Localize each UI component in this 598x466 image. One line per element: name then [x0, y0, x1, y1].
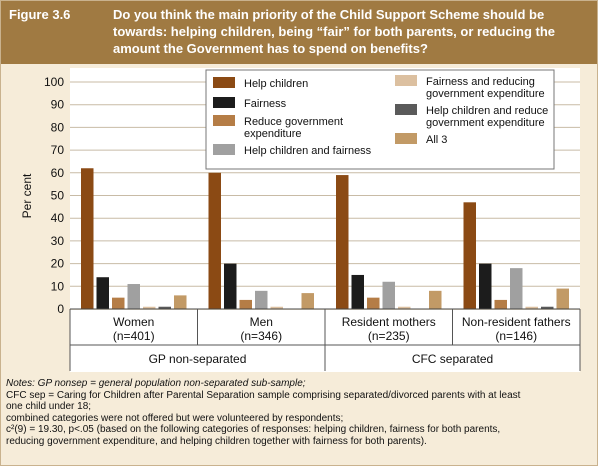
legend-label: Help children [244, 78, 308, 90]
bar [127, 284, 140, 309]
category-label: Non-resident fathers [462, 315, 571, 329]
bar [336, 175, 349, 309]
note-line: combined categories were not offered but… [6, 412, 344, 424]
bar [224, 263, 237, 309]
legend-label: Fairness and reducing [426, 76, 535, 88]
bar [510, 268, 523, 309]
bar [255, 290, 268, 309]
y-tick-label: 40 [51, 211, 65, 225]
bar [556, 288, 569, 309]
category-n: (n=235) [368, 329, 410, 343]
bar [158, 306, 171, 309]
bar [174, 295, 187, 309]
y-tick-label: 0 [57, 302, 64, 316]
bar [351, 274, 364, 309]
legend-swatch [213, 97, 235, 108]
y-tick-label: 30 [51, 234, 65, 248]
legend [205, 69, 555, 170]
legend-label: Help children and fairness [244, 145, 372, 157]
y-tick-label: 10 [51, 279, 65, 293]
bar [429, 290, 442, 309]
figure-label: Figure 3.6 [9, 7, 71, 22]
legend-label: Fairness [244, 98, 287, 110]
bar [541, 306, 554, 309]
bar [143, 306, 156, 309]
legend-label: Help children and reduce [426, 105, 548, 117]
y-tick-label: 70 [51, 143, 65, 157]
legend-label: government expenditure [426, 88, 545, 100]
note-line: c²(9) = 19.30, p<.05 (based on the follo… [6, 424, 501, 436]
legend-label: Reduce government [244, 116, 343, 128]
legend-swatch [395, 75, 417, 86]
y-tick-label: 90 [51, 98, 65, 112]
legend-swatch [395, 133, 417, 144]
bar [398, 306, 411, 309]
bar [463, 202, 476, 309]
bar [208, 172, 221, 309]
group-label: CFC separated [412, 352, 493, 366]
category-n: (n=346) [240, 329, 282, 343]
category-label: Resident mothers [342, 315, 436, 329]
legend-swatch [395, 104, 417, 115]
legend-label: All 3 [426, 134, 447, 146]
legend-swatch [213, 144, 235, 155]
bar [301, 293, 314, 309]
category-label: Men [250, 315, 273, 329]
bar [112, 297, 125, 309]
figure-notes: Notes: GP nonsep = general population no… [6, 378, 592, 448]
note-line: Notes: GP nonsep = general population no… [6, 378, 306, 389]
y-tick-label: 100 [44, 75, 64, 89]
category-n: (n=146) [495, 329, 537, 343]
y-axis-title: Per cent [20, 173, 34, 218]
bar [525, 306, 538, 309]
bar [494, 299, 507, 309]
note-line: CFC sep = Caring for Children after Pare… [6, 389, 521, 401]
legend-swatch [213, 115, 235, 126]
bar [479, 263, 492, 309]
bar [81, 168, 94, 309]
y-tick-label: 50 [51, 189, 65, 203]
bar [367, 297, 380, 309]
legend-label: expenditure [244, 128, 302, 140]
legend-label: government expenditure [426, 117, 545, 129]
note-line: reducing government expenditure, and hel… [6, 435, 427, 447]
y-tick-label: 60 [51, 166, 65, 180]
figure-title: Do you think the main priority of the Ch… [113, 7, 556, 56]
figure-header: Figure 3.6 Do you think the main priorit… [1, 1, 597, 64]
legend-swatch [213, 77, 235, 88]
y-tick-label: 80 [51, 120, 65, 134]
bar [382, 281, 395, 309]
group-label: GP non-separated [149, 352, 247, 366]
note-line: one child under 18; [6, 401, 92, 413]
bar [270, 306, 283, 309]
category-label: Women [113, 315, 154, 329]
bar [239, 299, 252, 309]
y-tick-label: 20 [51, 257, 65, 271]
bar [96, 277, 109, 309]
category-n: (n=401) [113, 329, 155, 343]
